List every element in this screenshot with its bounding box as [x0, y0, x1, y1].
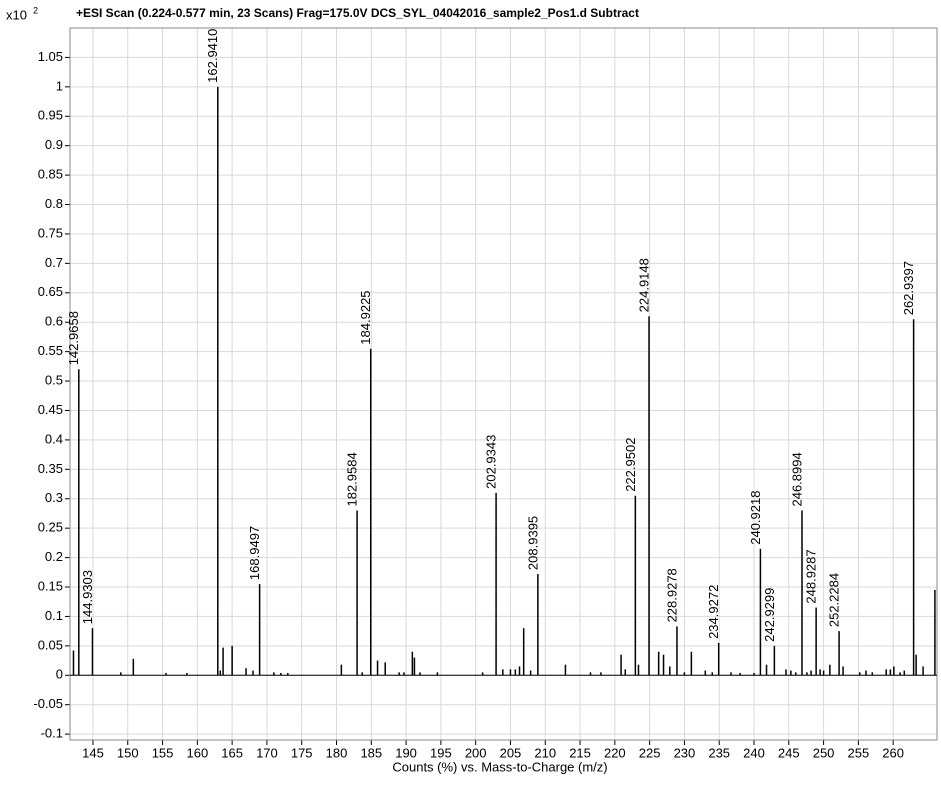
x-tick-label: 185: [360, 745, 382, 760]
x-tick-label: 225: [639, 745, 661, 760]
peak-label: 184.9225: [358, 290, 373, 344]
x-tick-label: 210: [534, 745, 556, 760]
x-tick-label: 235: [708, 745, 730, 760]
x-tick-label: 220: [604, 745, 626, 760]
peak-label: 144.9303: [80, 570, 95, 624]
y-tick-label: 1: [56, 78, 63, 93]
x-tick-label: 175: [291, 745, 313, 760]
y-tick-label: 0.05: [38, 637, 63, 652]
y-tick-label: 0.6: [45, 314, 63, 329]
x-tick-label: 155: [152, 745, 174, 760]
peak-label: 248.9287: [804, 549, 819, 603]
y-tick-label: -0.1: [41, 726, 63, 741]
y-tick-label: 0.5: [45, 372, 63, 387]
x-tick-label: 190: [395, 745, 417, 760]
y-tick-label: 0.85: [38, 167, 63, 182]
y-tick-label: 0.1: [45, 608, 63, 623]
y-tick-label: 1.05: [38, 49, 63, 64]
x-tick-label: 195: [430, 745, 452, 760]
y-tick-label: 0.9: [45, 137, 63, 152]
y-tick-label: 0.15: [38, 578, 63, 593]
peak-label: 242.9299: [762, 588, 777, 642]
peak-label: 262.9397: [901, 261, 916, 315]
peak-label: 234.9272: [706, 585, 721, 639]
x-tick-label: 255: [848, 745, 870, 760]
y-tick-label: 0.2: [45, 549, 63, 564]
peak-label: 224.9148: [636, 258, 651, 312]
x-tick-label: 145: [82, 745, 104, 760]
y-tick-label: 0: [56, 667, 63, 682]
peak-label: 228.9278: [664, 568, 679, 622]
x-tick-label: 215: [569, 745, 591, 760]
peak-label: 208.9395: [525, 516, 540, 570]
y-exponent: 2: [33, 5, 38, 15]
y-tick-label: 0.7: [45, 255, 63, 270]
x-tick-label: 230: [674, 745, 696, 760]
y-tick-label: 0.4: [45, 431, 63, 446]
x-tick-label: 150: [117, 745, 139, 760]
y-tick-label: 0.95: [38, 108, 63, 123]
y-tick-label: 0.55: [38, 343, 63, 358]
x-tick-label: 165: [221, 745, 243, 760]
x-tick-label: 160: [186, 745, 208, 760]
chart-title: +ESI Scan (0.224-0.577 min, 23 Scans) Fr…: [76, 6, 639, 20]
peak-label: 222.9502: [623, 438, 638, 492]
y-tick-label: 0.3: [45, 490, 63, 505]
x-tick-label: 260: [882, 745, 904, 760]
x-tick-label: 245: [778, 745, 800, 760]
x-tick-label: 240: [743, 745, 765, 760]
y-tick-label: 0.45: [38, 402, 63, 417]
y-tick-label: 0.25: [38, 520, 63, 535]
peak-label: 142.9658: [66, 311, 81, 365]
y-tick-label: 0.65: [38, 284, 63, 299]
x-axis-label: Counts (%) vs. Mass-to-Charge (m/z): [392, 759, 607, 774]
y-multiplier: x10: [6, 7, 27, 22]
peak-label: 202.9343: [484, 435, 499, 489]
y-tick-label: 0.8: [45, 196, 63, 211]
x-tick-label: 250: [813, 745, 835, 760]
x-tick-label: 205: [500, 745, 522, 760]
peak-label: 246.8994: [789, 452, 804, 506]
x-tick-label: 180: [326, 745, 348, 760]
y-tick-label: 0.35: [38, 461, 63, 476]
peak-label: 240.9218: [748, 491, 763, 545]
peak-label: 182.9584: [345, 452, 360, 506]
y-tick-label: 0.75: [38, 225, 63, 240]
y-tick-label: -0.05: [33, 696, 63, 711]
peak-label: 168.9497: [247, 526, 262, 580]
x-tick-label: 200: [465, 745, 487, 760]
plot-frame: [69, 27, 938, 741]
peak-label: 252.2284: [827, 573, 842, 627]
peak-label: 162.9410: [205, 29, 220, 83]
x-tick-label: 170: [256, 745, 278, 760]
